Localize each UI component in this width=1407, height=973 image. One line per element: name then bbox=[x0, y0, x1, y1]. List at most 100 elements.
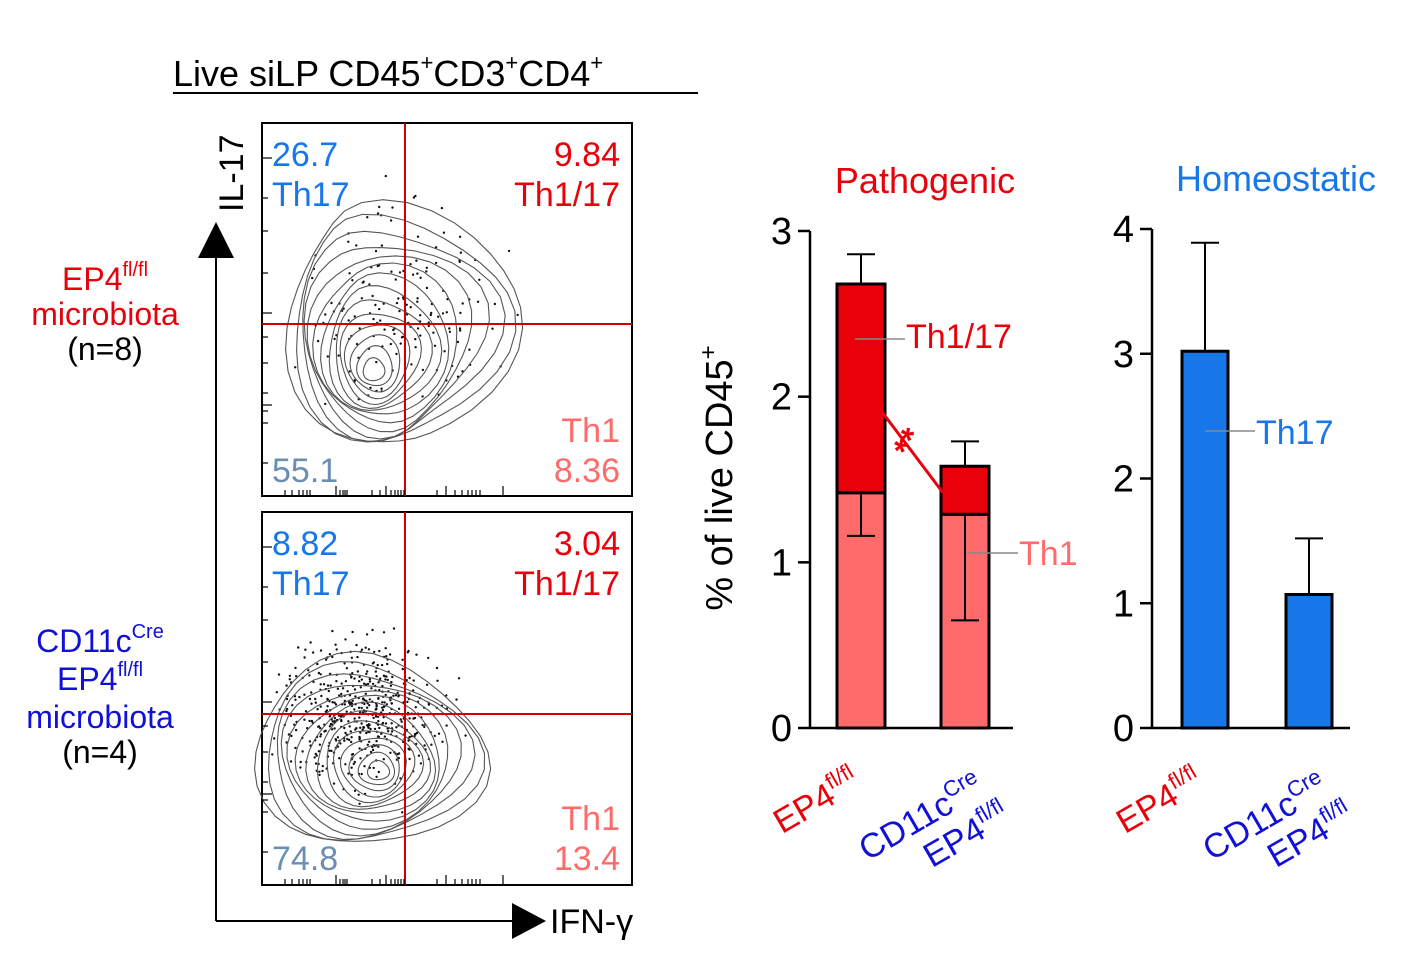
plot2-event-dot bbox=[436, 679, 439, 682]
homeostatic-y-tick-label: 3 bbox=[1113, 334, 1134, 376]
plot2-event-dot bbox=[384, 693, 387, 697]
plot2-event-dot bbox=[356, 670, 360, 673]
plot2-event-dot bbox=[372, 766, 375, 770]
plot1-event-dot bbox=[476, 300, 480, 303]
plot2-event-dot bbox=[376, 715, 380, 718]
plot2-event-dot bbox=[360, 648, 364, 651]
plot2-event-dot bbox=[285, 741, 288, 744]
plot2-event-dot bbox=[377, 735, 381, 739]
plot2-event-dot bbox=[413, 716, 417, 720]
plot2-event-dot bbox=[358, 680, 361, 683]
plot1-contour bbox=[312, 262, 458, 424]
plot2-event-dot bbox=[433, 734, 436, 738]
plot1-event-dot bbox=[416, 300, 419, 303]
plot2-event-dot bbox=[399, 718, 402, 721]
plot2-event-dot bbox=[354, 728, 357, 731]
series-label-th1: Th1 bbox=[1019, 535, 1078, 573]
plot2-event-dot bbox=[417, 754, 421, 757]
plot2-event-dot bbox=[348, 725, 351, 728]
plot2-event-dot bbox=[371, 748, 375, 752]
plot1-event-dot bbox=[366, 216, 369, 219]
plot2-event-dot bbox=[340, 719, 343, 722]
plot1-event-dot bbox=[348, 272, 351, 275]
plot2-event-dot bbox=[319, 705, 322, 708]
plot2-event-dot bbox=[375, 775, 378, 778]
plot2-event-dot bbox=[343, 726, 346, 730]
plot1-event-dot bbox=[425, 266, 428, 269]
plot1-event-dot bbox=[324, 313, 327, 316]
plot1-event-dot bbox=[395, 301, 399, 305]
series-label-th17: Th17 bbox=[1256, 414, 1334, 452]
plot2-contour bbox=[326, 720, 425, 808]
plot2-event-dot bbox=[395, 726, 398, 729]
plot1-th1-label: Th1 bbox=[561, 412, 620, 450]
plot2-event-dot bbox=[316, 662, 319, 666]
pathogenic-ticks: 0 1 2 3 bbox=[771, 211, 810, 750]
plot1-event-dot bbox=[372, 317, 375, 321]
plot2-event-dot bbox=[303, 656, 306, 659]
plot2-event-dot bbox=[321, 764, 324, 768]
plot2-event-dot bbox=[375, 704, 378, 707]
plot1-event-dot bbox=[378, 205, 381, 209]
plot2-event-dot bbox=[423, 725, 426, 729]
plot2-event-dot bbox=[288, 674, 292, 677]
plot2-event-dot bbox=[294, 746, 297, 750]
plot2-event-dot bbox=[381, 701, 384, 704]
plot2-event-dot bbox=[425, 683, 429, 686]
plot2-event-dot bbox=[394, 694, 398, 697]
plot2-event-dot bbox=[350, 753, 354, 756]
ifng-axis-label: IFN-γ bbox=[550, 903, 633, 941]
plot2-event-dot bbox=[383, 701, 386, 704]
plot1-event-dot bbox=[458, 235, 462, 238]
plot2-contour bbox=[280, 684, 462, 837]
plot2-event-dot bbox=[408, 757, 411, 761]
homeostatic-x-labels: EP4fl/fl CD11cCre EP4fl/fl bbox=[1110, 759, 1352, 876]
pathogenic-y-tick-label: 1 bbox=[771, 542, 792, 584]
plot1-contour bbox=[296, 213, 517, 443]
plot2-event-dot bbox=[319, 683, 322, 686]
plot1-event-dot bbox=[507, 249, 511, 253]
plot2-th17-label: Th17 bbox=[272, 565, 350, 603]
plot2-event-dot bbox=[390, 722, 393, 725]
plot2-event-dot bbox=[317, 725, 320, 728]
plot2-event-dot bbox=[353, 677, 356, 680]
plot2-event-dot bbox=[437, 732, 441, 735]
plot1-event-dot bbox=[434, 261, 438, 265]
plot2-event-dot bbox=[346, 690, 349, 693]
plot2-event-dot bbox=[350, 740, 353, 744]
plot2-event-dot bbox=[277, 673, 281, 676]
plot1-event-dot bbox=[375, 360, 378, 364]
plot2-contour bbox=[254, 650, 492, 842]
plot2-event-dot bbox=[327, 689, 330, 693]
plot2-event-dot bbox=[334, 703, 338, 706]
significance-line bbox=[881, 412, 945, 494]
homeostatic-ticks: 0 1 2 3 4 bbox=[1113, 209, 1152, 750]
plot1-event-dot bbox=[429, 313, 432, 317]
plot1-event-dot bbox=[405, 303, 408, 306]
plot2-event-dot bbox=[360, 678, 363, 681]
plot1-contour bbox=[339, 313, 422, 406]
plot2-event-dot bbox=[435, 666, 439, 670]
plot2-event-dot bbox=[363, 698, 366, 702]
plot2-event-dot bbox=[358, 675, 361, 678]
plot1-event-dot bbox=[416, 297, 419, 300]
plot2-event-dot bbox=[344, 731, 347, 735]
plot2-event-dot bbox=[329, 684, 332, 687]
pathogenic-xlabel-ep4: EP4fl/fl bbox=[765, 759, 866, 842]
plot2-event-dot bbox=[337, 714, 341, 717]
pathogenic-y-tick-label: 3 bbox=[771, 211, 792, 253]
plot2-event-dot bbox=[368, 740, 371, 743]
plot2-event-dot bbox=[386, 678, 389, 682]
plot1-event-dot bbox=[448, 327, 451, 330]
plot2-event-dot bbox=[389, 751, 392, 754]
plot2-event-dot bbox=[289, 760, 293, 763]
plot2-event-dot bbox=[331, 728, 334, 731]
plot1-contour bbox=[320, 272, 450, 415]
plot2-event-dot bbox=[318, 770, 321, 773]
plot2-event-dot bbox=[339, 742, 342, 745]
plot2-event-dot bbox=[328, 653, 332, 656]
plot1-event-dot bbox=[458, 327, 462, 330]
plot1-th117-value: 9.84 bbox=[554, 136, 620, 174]
plot2-event-dot bbox=[319, 733, 323, 736]
plot1-events bbox=[294, 174, 519, 406]
